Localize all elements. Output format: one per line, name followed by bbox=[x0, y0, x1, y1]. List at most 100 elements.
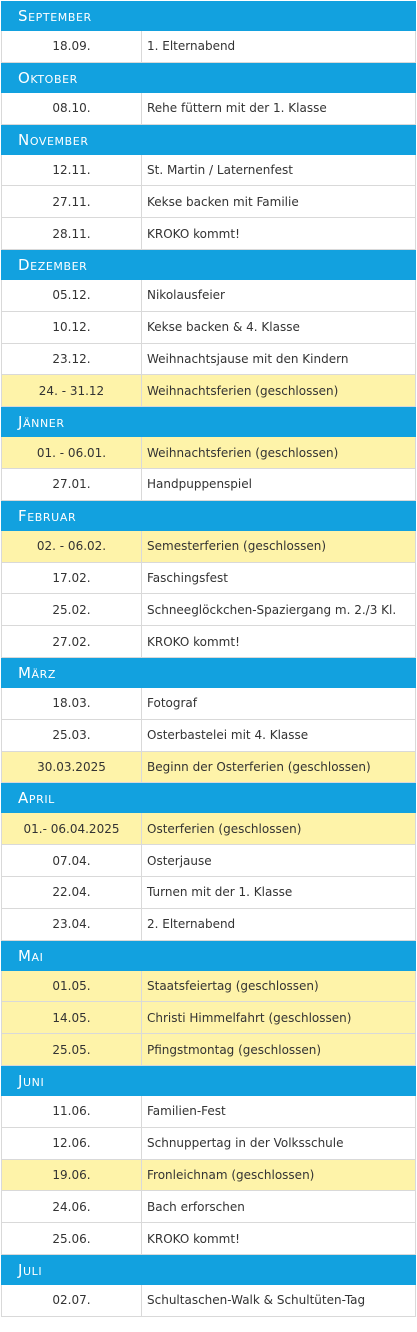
month-header: Juni bbox=[1, 1065, 416, 1096]
event-row: 24.06. Bach erforschen bbox=[1, 1191, 416, 1224]
event-date: 01. - 06.01. bbox=[2, 437, 142, 468]
event-date: 23.04. bbox=[2, 908, 142, 940]
month-header: April bbox=[1, 783, 416, 814]
event-title: Schneeglöckchen-Spaziergang m. 2./3 Kl. bbox=[147, 602, 397, 617]
event-date: 30.03.2025 bbox=[2, 751, 142, 783]
month-header: Dezember bbox=[1, 249, 416, 280]
event-row: 27.11. Kekse backen mit Familie bbox=[1, 186, 416, 219]
event-row: 25.06. KROKO kommt! bbox=[1, 1223, 416, 1255]
event-title: Staatsfeiertag (geschlossen) bbox=[147, 978, 319, 993]
month-header: Jänner bbox=[1, 407, 416, 438]
month-header: September bbox=[1, 1, 416, 31]
event-date: 12.06. bbox=[2, 1127, 142, 1159]
event-row: 05.12. Nikolausfeier bbox=[1, 279, 416, 312]
event-row: 17.02. Faschingsfest bbox=[1, 562, 416, 595]
event-title: KROKO kommt! bbox=[147, 1231, 240, 1246]
closed-day-row: 30.03.2025 Beginn der Osterferien (geschl… bbox=[1, 751, 416, 784]
event-date: 02. - 06.02. bbox=[2, 530, 142, 562]
event-title: 2. Elternabend bbox=[147, 917, 236, 932]
event-title: Kekse backen & 4. Klasse bbox=[147, 320, 300, 335]
month-header: Mai bbox=[1, 940, 416, 971]
event-date: 05.12. bbox=[2, 279, 142, 311]
month-section: April 01.- 06.04.2025 Osterferien (geschlo… bbox=[1, 783, 416, 941]
month-section: Dezember 05.12. Nikolausfeier 10.12. Kekse b… bbox=[1, 249, 416, 408]
month-section: Oktober 08.10. Rehe füttern mit der 1. Kla… bbox=[1, 62, 416, 125]
month-header: Juli bbox=[1, 1254, 416, 1285]
event-row: 28.11. KROKO kommt! bbox=[1, 218, 416, 250]
month-section: Juli 02.07. Schultaschen-Walk & Schultüten… bbox=[1, 1254, 416, 1317]
event-row: 02.07. Schultaschen-Walk & Schultüten-Tag bbox=[1, 1284, 416, 1317]
event-title: Osterjause bbox=[147, 853, 212, 868]
event-title: Bach erforschen bbox=[147, 1199, 245, 1214]
closed-day-row: 24. - 31.12 Weihnachtsferien (geschlossen… bbox=[1, 375, 416, 408]
event-date: 24.06. bbox=[2, 1191, 142, 1223]
event-title: Weihnachtsjause mit den Kindern bbox=[147, 351, 349, 366]
event-date: 01.- 06.04.2025 bbox=[2, 813, 142, 845]
event-row: 08.10. Rehe füttern mit der 1. Klasse bbox=[1, 92, 416, 125]
event-date: 25.05. bbox=[2, 1034, 142, 1065]
event-row: 12.11. St. Martin / Laternenfest bbox=[1, 154, 416, 187]
closed-day-row: 01.- 06.04.2025 Osterferien (geschlossen) bbox=[1, 813, 416, 846]
event-title: Semesterferien (geschlossen) bbox=[147, 539, 327, 554]
event-title: Pfingstmontag (geschlossen) bbox=[147, 1042, 322, 1057]
event-row: 11.06. Familien-Fest bbox=[1, 1095, 416, 1128]
month-section: Jänner 01. - 06.01. Weihnachtsferien (gesc… bbox=[1, 407, 416, 501]
event-date: 28.11. bbox=[2, 218, 142, 249]
event-row: 27.02. KROKO kommt! bbox=[1, 626, 416, 658]
closed-day-row: 01.05. Staatsfeiertag (geschlossen) bbox=[1, 970, 416, 1003]
event-date: 11.06. bbox=[2, 1095, 142, 1127]
event-date: 23.12. bbox=[2, 343, 142, 375]
month-section: September 18.09. 1. Elternabend bbox=[1, 1, 416, 63]
event-date: 12.11. bbox=[2, 154, 142, 186]
event-title: Weihnachtsferien (geschlossen) bbox=[147, 445, 339, 460]
event-date: 07.04. bbox=[2, 845, 142, 876]
event-date: 01.05. bbox=[2, 970, 142, 1002]
month-section: Mai 01.05. Staatsfeiertag (geschlossen) 14.… bbox=[1, 940, 416, 1066]
event-date: 18.09. bbox=[2, 31, 142, 62]
event-date: 18.03. bbox=[2, 687, 142, 719]
event-date: 08.10. bbox=[2, 92, 142, 124]
event-title: Kekse backen mit Familie bbox=[147, 194, 299, 209]
event-title: Fronleichnam (geschlossen) bbox=[147, 1167, 315, 1182]
event-row: 23.12. Weihnachtsjause mit den Kindern bbox=[1, 343, 416, 376]
event-title: St. Martin / Laternenfest bbox=[147, 162, 293, 177]
month-section: März 18.03. Fotograf 25.03. Osterbastelei mi… bbox=[1, 657, 416, 784]
event-row: 18.03. Fotograf bbox=[1, 687, 416, 720]
event-title: Weihnachtsferien (geschlossen) bbox=[147, 383, 339, 398]
event-title: KROKO kommt! bbox=[147, 226, 240, 241]
event-title: Osterbastelei mit 4. Klasse bbox=[147, 728, 309, 743]
event-row: 18.09. 1. Elternabend bbox=[1, 31, 416, 63]
event-date: 25.03. bbox=[2, 719, 142, 751]
month-header: November bbox=[1, 124, 416, 155]
event-date: 14.05. bbox=[2, 1002, 142, 1034]
event-row: 22.04. Turnen mit der 1. Klasse bbox=[1, 876, 416, 909]
month-section: Februar 02. - 06.02. Semesterferien (gesch… bbox=[1, 500, 416, 658]
event-row: 25.03. Osterbastelei mit 4. Klasse bbox=[1, 719, 416, 752]
event-title: Handpuppenspiel bbox=[147, 477, 252, 492]
closed-day-row: 02. - 06.02. Semesterferien (geschlossen) bbox=[1, 530, 416, 563]
event-row: 23.04. 2. Elternabend bbox=[1, 908, 416, 941]
event-title: Turnen mit der 1. Klasse bbox=[147, 885, 293, 900]
event-date: 25.06. bbox=[2, 1223, 142, 1254]
event-row: 10.12. Kekse backen & 4. Klasse bbox=[1, 311, 416, 344]
month-header: Oktober bbox=[1, 62, 416, 93]
event-title: Rehe füttern mit der 1. Klasse bbox=[147, 101, 327, 116]
closed-day-row: 01. - 06.01. Weihnachtsferien (geschlosse… bbox=[1, 437, 416, 469]
event-title: Fotograf bbox=[147, 696, 197, 711]
event-date: 27.02. bbox=[2, 626, 142, 657]
event-date: 25.02. bbox=[2, 594, 142, 626]
event-title: Nikolausfeier bbox=[147, 288, 225, 303]
event-row: 25.02. Schneeglöckchen-Spaziergang m. 2./… bbox=[1, 594, 416, 627]
event-row: 12.06. Schnuppertag in der Volksschule bbox=[1, 1127, 416, 1160]
event-date: 27.11. bbox=[2, 186, 142, 218]
month-header: März bbox=[1, 657, 416, 688]
event-date: 17.02. bbox=[2, 562, 142, 594]
event-date: 19.06. bbox=[2, 1159, 142, 1191]
event-date: 27.01. bbox=[2, 468, 142, 500]
event-title: Christi Himmelfahrt (geschlossen) bbox=[147, 1010, 352, 1025]
event-title: Schultaschen-Walk & Schultüten-Tag bbox=[147, 1293, 366, 1308]
event-title: 1. Elternabend bbox=[147, 39, 236, 54]
event-date: 10.12. bbox=[2, 311, 142, 343]
event-title: Beginn der Osterferien (geschlossen) bbox=[147, 759, 371, 774]
